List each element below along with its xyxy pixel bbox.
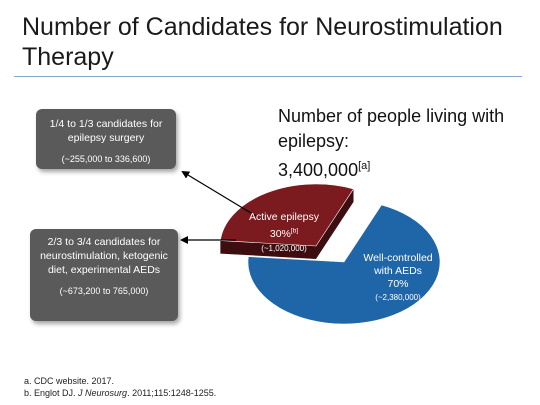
slice-active-ref: [b] [290,227,299,234]
callout-surgery-range: (~255,000 to 336,600) [61,154,151,164]
slice-controlled-name: Well-controlled with AEDs [363,252,433,277]
title-divider [14,76,522,77]
slide-title: Number of Candidates for Neurostimulatio… [22,13,503,71]
slice-controlled-percent: 70% [387,278,409,290]
total-stat-number: 3,400,000 [278,160,359,180]
total-stat-value: 3,400,000[a] [278,160,370,180]
callout-surgery-label: 1/4 to 1/3 candidates for epilepsy surge… [49,118,163,144]
reference-b: b. Englot DJ. J Neurosurg. 2011;115:1248… [24,387,524,399]
pie-slice-cut-0-1 [316,188,354,259]
pie-slice-active-epilepsy [220,183,354,247]
slice-active-percent: 30%[b] [269,227,299,240]
slice-active-count: (~1,020,000) [261,243,307,253]
total-stat-ref: [a] [358,160,371,172]
total-stat-heading: Number of people living with epilepsy: [278,106,505,151]
total-stat: Number of people living with epilepsy: 3… [278,104,518,183]
pie-slice-well-controlled [247,204,441,325]
reference-a: a. CDC website. 2017. [24,376,115,386]
arrow-to-surgery-callout [181,170,257,217]
pie-slice-cut-0-0 [220,240,316,259]
callout-surgery-candidates: 1/4 to 1/3 candidates for epilepsy surge… [36,109,176,169]
callout-neurostim-candidates: 2/3 to 3/4 candidates for neurostimulati… [30,229,178,321]
slice-label-active-epilepsy: Active epilepsy 30%[b] (~1,020,000) [246,211,322,255]
slice-active-name: Active epilepsy [248,211,320,223]
references: a. CDC website. 2017. b. Englot DJ. J Ne… [24,375,524,399]
slice-controlled-count: (~2,380,000) [375,293,421,302]
reference-b-text: b. Englot DJ. J Neurosurg. 2011;115:1248… [24,388,217,398]
slice-label-well-controlled: Well-controlled with AEDs 70% (~2,380,00… [360,252,436,304]
slice-active-percent-value: 30% [269,227,291,240]
callout-neuro-label: 2/3 to 3/4 candidates for neurostimulati… [40,236,168,276]
callout-neuro-range: (~673,200 to 765,000) [59,286,149,296]
